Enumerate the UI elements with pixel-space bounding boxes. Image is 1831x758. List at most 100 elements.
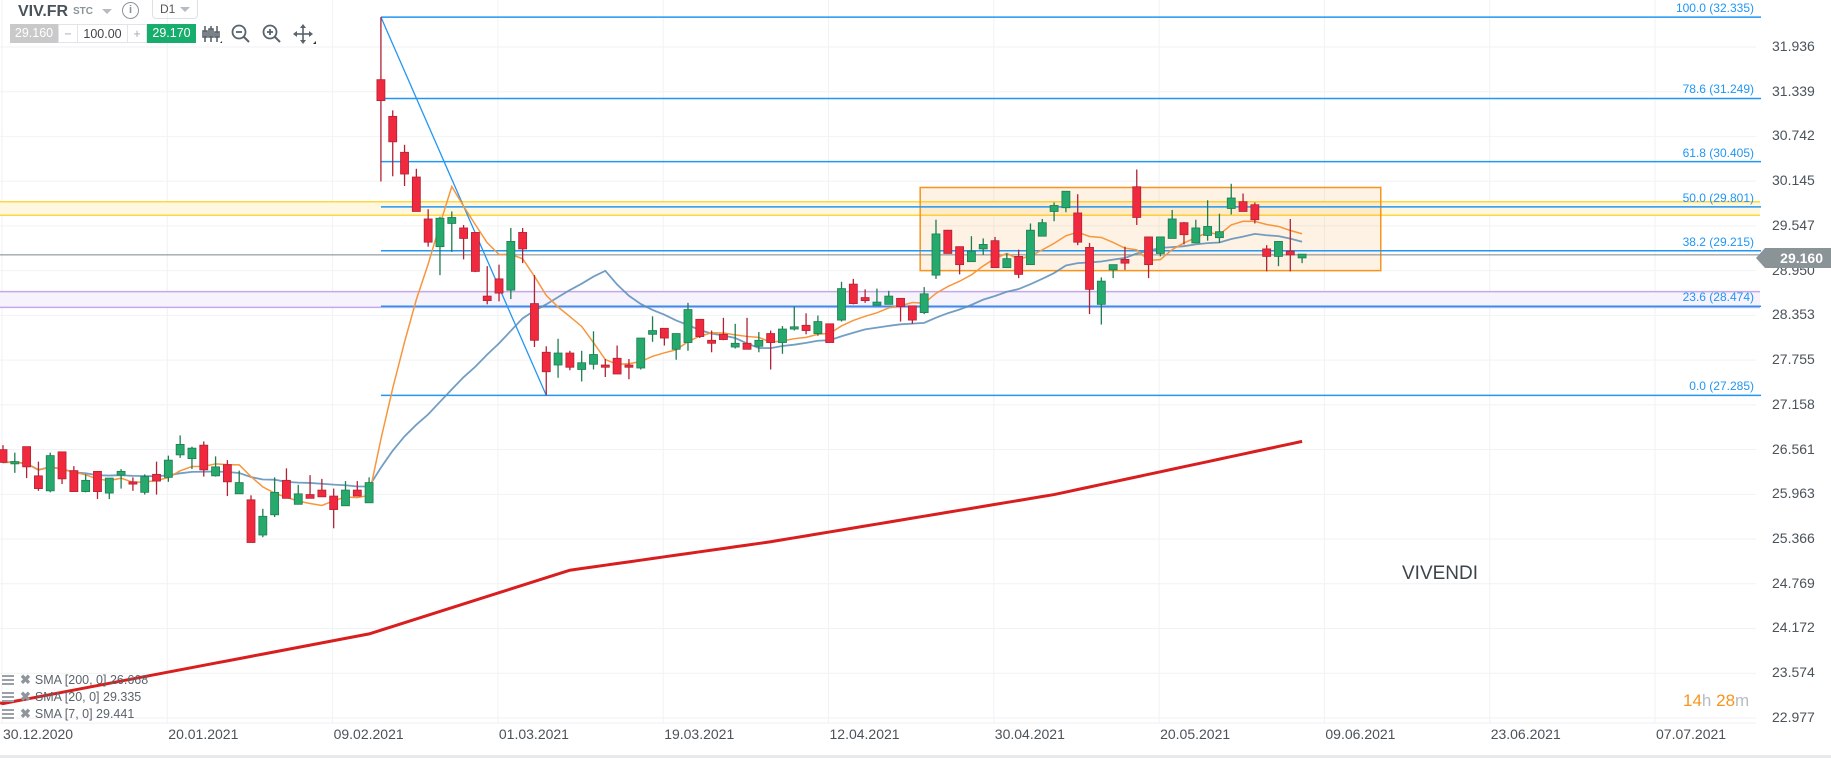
symbol-dropdown-icon[interactable] (102, 9, 112, 14)
bullish-candle (1108, 264, 1118, 279)
bearish-candle (400, 144, 409, 187)
candle-body (494, 278, 504, 294)
candle-body (199, 444, 209, 471)
bullish-candle (1167, 209, 1177, 239)
bearish-candle (518, 227, 528, 264)
bearish-candle (282, 468, 291, 499)
bullish-candle (45, 452, 55, 493)
bottom-bar (0, 755, 1831, 758)
volume-input[interactable]: 100.00 (78, 24, 127, 43)
bullish-candle (270, 477, 280, 518)
legend-sma-200[interactable]: ✖ SMA [200, 0] 26.668 (2, 672, 148, 688)
bullish-candle (577, 350, 587, 382)
bearish-candle (659, 327, 669, 346)
candle-body (848, 283, 858, 304)
sell-button[interactable]: 29.160 (10, 24, 58, 43)
indicators-icon[interactable] (200, 23, 223, 45)
bearish-candle (1014, 249, 1024, 279)
close-icon[interactable]: ✖ (20, 672, 31, 687)
candle-body (1002, 258, 1012, 269)
buy-button[interactable]: 29.170 (147, 24, 196, 43)
legend-sma-20[interactable]: ✖ SMA [20, 0] 29.335 (2, 689, 141, 705)
bearish-candle (34, 461, 43, 491)
candle-body (93, 470, 102, 492)
volume-increase-button[interactable]: + (127, 24, 147, 43)
bearish-candle (719, 317, 728, 341)
candle-body (234, 482, 244, 495)
candle-body (305, 494, 315, 499)
legend-sma-7[interactable]: ✖ SMA [7, 0] 29.441 (2, 706, 134, 722)
bullish-candle (1226, 183, 1236, 215)
candle-body (978, 244, 988, 250)
timeframe-select[interactable]: D1 (152, 0, 198, 19)
close-icon[interactable]: ✖ (20, 706, 31, 721)
timer-h: h (1701, 691, 1712, 710)
bearish-candle (943, 229, 953, 254)
bullish-candle (234, 470, 244, 495)
bearish-candle (896, 297, 905, 322)
price-tick-label: 28.353 (1772, 306, 1815, 323)
bearish-candle (199, 441, 209, 477)
bearish-candle (482, 266, 492, 305)
close-icon[interactable]: ✖ (20, 689, 31, 704)
candle-body (0, 449, 8, 463)
bullish-candle (506, 227, 516, 300)
purple-band (0, 291, 1760, 308)
bearish-candle (742, 317, 752, 350)
candle-body (600, 364, 610, 368)
legend-label: SMA [20, 0] 29.335 (34, 690, 142, 704)
candle-body (152, 473, 161, 482)
candle-body (943, 229, 953, 254)
bullish-candle (1037, 218, 1047, 237)
legend-label: SMA [200, 0] 26.668 (34, 673, 149, 687)
grid (0, 0, 1756, 724)
candle-body (175, 443, 185, 456)
bullish-candle (837, 281, 846, 322)
candle-body (282, 479, 291, 499)
move-icon[interactable] (292, 23, 316, 45)
bearish-candle (152, 461, 161, 495)
bearish-candle (22, 446, 32, 479)
bearish-candle (0, 445, 8, 464)
fib-level-label: 50.0 (29.801) (1682, 190, 1754, 205)
settings-icon[interactable] (2, 709, 14, 719)
candle-body (742, 342, 752, 350)
candle-body (719, 333, 728, 340)
bearish-candle (907, 305, 917, 324)
candle-body (423, 218, 433, 243)
fibonacci-retracement[interactable] (380, 16, 1761, 397)
bearish-candle (766, 330, 776, 370)
symbol-name[interactable]: VIV.FR (18, 3, 69, 20)
zoom-out-icon[interactable] (230, 23, 252, 45)
zoom-in-icon[interactable] (261, 23, 283, 45)
chevron-down-icon (180, 7, 190, 12)
bullish-candle (163, 455, 173, 482)
candle-body (1250, 204, 1260, 221)
candle-body (1073, 212, 1083, 243)
bullish-candle (1061, 190, 1071, 213)
bearish-candle (612, 345, 622, 375)
date-tick-label: 01.03.2021 (498, 726, 569, 742)
settings-icon[interactable] (2, 692, 14, 702)
trade-panel: 29.160 − 100.00 + 29.170 (10, 24, 196, 43)
date-tick-label: 19.03.2021 (664, 726, 735, 742)
bearish-candle (459, 224, 468, 260)
volume-decrease-button[interactable]: − (58, 24, 78, 43)
bullish-candle (978, 238, 988, 255)
candle-body (1049, 205, 1059, 212)
candle-body (695, 318, 705, 337)
candle-body (341, 489, 350, 507)
bullish-candle (1274, 241, 1283, 267)
candle-body (778, 328, 787, 343)
bullish-candle (435, 216, 445, 276)
bearish-candle (1285, 218, 1295, 272)
candle-body (1132, 186, 1142, 218)
bearish-candle (1238, 193, 1248, 212)
candle-body (1285, 250, 1295, 256)
info-icon[interactable]: i (122, 2, 139, 19)
bearish-candle (1144, 236, 1153, 279)
zones (0, 186, 1760, 309)
candle-body (931, 233, 941, 276)
settings-icon[interactable] (2, 675, 14, 685)
